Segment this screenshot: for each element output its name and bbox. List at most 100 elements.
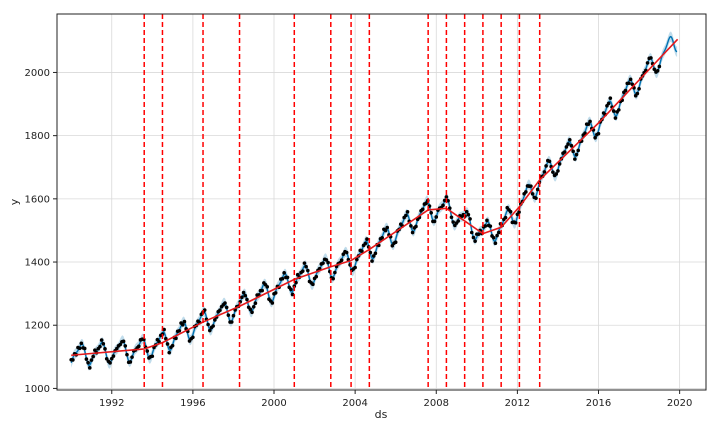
y-tick-label: 2000 <box>25 68 50 79</box>
y-tick-label: 1800 <box>25 131 50 142</box>
observed-point <box>635 91 640 96</box>
y-tick-layer: 1000 1200 1400 1600 1800 2000 <box>25 68 57 395</box>
observed-point <box>652 67 657 72</box>
y-tick-label: 1000 <box>25 384 50 395</box>
observed-point <box>137 344 141 349</box>
observed-point <box>485 218 489 223</box>
trend-layer <box>71 38 679 357</box>
observed-point <box>82 346 87 351</box>
observed-point <box>637 86 641 91</box>
observed-point <box>333 270 337 275</box>
observed-point <box>373 251 378 256</box>
observed-point <box>551 170 555 174</box>
observed-point <box>649 56 653 60</box>
observed-point <box>218 308 222 313</box>
changepoint-layer <box>143 14 541 390</box>
observed-point <box>304 264 308 269</box>
observed-point <box>547 159 552 164</box>
observed-point <box>365 237 369 241</box>
observed-point <box>503 215 508 220</box>
observed-point <box>229 320 234 324</box>
observed-point <box>623 88 628 93</box>
observed-point <box>544 164 548 168</box>
x-tick-label: 2000 <box>261 398 286 409</box>
observed-point <box>111 354 116 358</box>
observed-point <box>530 192 535 196</box>
observed-point <box>432 219 437 224</box>
observed-point <box>473 239 477 243</box>
observed-point <box>79 341 84 346</box>
observed-point <box>167 350 172 355</box>
observed-point <box>270 301 275 305</box>
x-tick-layer: 1992 1996 2000 2004 2008 2012 2016 2020 <box>99 390 692 409</box>
observed-point <box>344 250 349 255</box>
observed-point <box>311 282 315 287</box>
observed-point <box>442 198 447 203</box>
observed-point <box>655 68 660 73</box>
observed-point <box>557 162 562 166</box>
observed-layer <box>69 56 662 370</box>
observed-point <box>91 354 95 359</box>
y-axis-title: y <box>8 198 21 205</box>
observed-point <box>424 201 428 206</box>
observed-point <box>464 209 469 214</box>
observed-point <box>260 288 264 293</box>
observed-point <box>444 195 449 199</box>
observed-point <box>180 322 185 327</box>
plot-frame <box>56 13 707 391</box>
observed-point <box>245 297 249 302</box>
observed-point <box>89 358 94 362</box>
observed-point <box>410 230 415 235</box>
observed-point <box>564 145 569 149</box>
observed-point <box>326 260 330 265</box>
observed-point <box>380 235 384 240</box>
x-tick-label: 2008 <box>424 398 449 409</box>
observed-point <box>608 96 613 100</box>
observed-point <box>231 313 236 318</box>
observed-point <box>248 307 253 312</box>
observed-point <box>285 275 290 280</box>
observed-point <box>251 304 256 309</box>
observed-point <box>331 276 335 281</box>
observed-point <box>282 271 286 275</box>
observed-point <box>657 64 662 69</box>
observed-point <box>513 220 518 225</box>
observed-point <box>118 342 123 347</box>
observed-point <box>429 210 433 215</box>
observed-point <box>405 210 410 214</box>
observed-point <box>121 339 126 344</box>
observed-point <box>529 184 533 188</box>
observed-point <box>170 343 175 348</box>
observed-point <box>556 169 560 173</box>
y-tick-label: 1600 <box>25 194 50 205</box>
observed-point <box>554 172 559 176</box>
observed-point <box>574 152 579 157</box>
observed-point <box>302 261 307 265</box>
observed-point <box>542 170 547 174</box>
observed-point <box>469 230 474 235</box>
observed-point <box>483 224 488 228</box>
observed-point <box>471 235 476 240</box>
observed-point <box>109 356 114 361</box>
observed-point <box>385 225 390 230</box>
observed-point <box>241 290 246 295</box>
observed-point <box>447 206 452 210</box>
observed-point <box>103 347 107 351</box>
observed-point <box>449 215 454 220</box>
observed-point <box>240 295 244 300</box>
observed-point <box>404 213 408 218</box>
observed-point <box>182 319 187 324</box>
observed-point <box>488 224 493 228</box>
observed-point <box>125 352 129 357</box>
observed-point <box>294 280 298 285</box>
observed-point <box>295 272 300 277</box>
observed-point <box>265 285 270 289</box>
observed-point <box>569 143 574 148</box>
x-tick-label: 2004 <box>342 398 367 409</box>
observed-point <box>87 366 92 370</box>
observed-point <box>165 342 170 346</box>
observed-point <box>306 268 310 273</box>
observed-point <box>145 349 150 353</box>
observed-point <box>123 344 128 348</box>
